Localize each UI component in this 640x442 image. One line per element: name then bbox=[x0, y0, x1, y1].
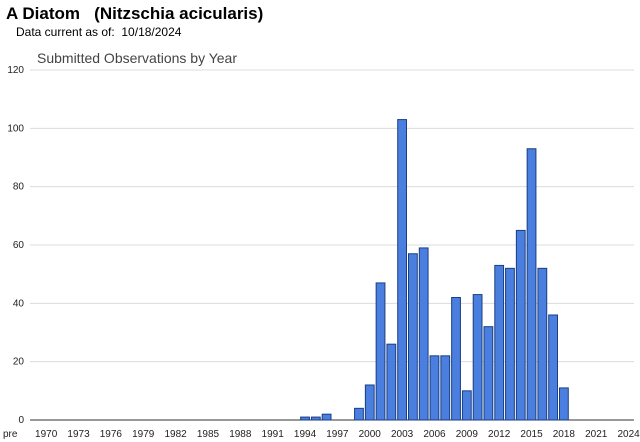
bar-2009 bbox=[461, 390, 472, 421]
chart-title: Submitted Observations by Year bbox=[37, 50, 237, 66]
y-tick-label: 60 bbox=[13, 240, 25, 251]
x-tick-label: 1997 bbox=[326, 429, 349, 440]
bar-2008 bbox=[451, 297, 461, 421]
x-tick-label: pre bbox=[3, 429, 18, 440]
y-tick-label: 100 bbox=[7, 123, 24, 134]
bar-2011 bbox=[483, 326, 494, 421]
x-tick-label: 2003 bbox=[391, 429, 414, 440]
bar-2014 bbox=[515, 229, 526, 421]
x-tick-label: 2024 bbox=[617, 429, 640, 440]
x-tick-label: 2012 bbox=[488, 429, 511, 440]
y-tick-label: 0 bbox=[18, 415, 24, 426]
bar-2018 bbox=[559, 387, 569, 421]
x-tick-label: 2021 bbox=[585, 429, 608, 440]
bar-2003 bbox=[397, 119, 407, 421]
bar-1999 bbox=[354, 407, 364, 421]
x-tick-label: 2018 bbox=[553, 429, 576, 440]
y-tick-label: 20 bbox=[13, 357, 25, 368]
x-tick-label: 1985 bbox=[197, 429, 220, 440]
x-tick-label: 2000 bbox=[359, 429, 382, 440]
x-tick-label: 1982 bbox=[164, 429, 187, 440]
bar-2006 bbox=[429, 355, 440, 421]
x-tick-label: 1979 bbox=[132, 429, 155, 440]
bar-2012 bbox=[494, 264, 505, 421]
x-tick-label: 1970 bbox=[35, 429, 58, 440]
x-tick-label: 1994 bbox=[294, 429, 317, 440]
bar-1995 bbox=[310, 416, 321, 421]
y-tick-label: 80 bbox=[13, 182, 25, 193]
bar-2002 bbox=[386, 343, 397, 421]
bar-2016 bbox=[537, 267, 548, 421]
data-current-date: Data current as of: 10/18/2024 bbox=[16, 25, 182, 39]
bar-2000 bbox=[364, 384, 375, 421]
x-tick-label: 1973 bbox=[67, 429, 90, 440]
x-tick-label: 1991 bbox=[262, 429, 285, 440]
bar-2015 bbox=[526, 148, 537, 421]
bar-2007 bbox=[440, 355, 451, 421]
x-tick-label: 2015 bbox=[520, 429, 543, 440]
bar-1996 bbox=[321, 413, 332, 421]
bar-2004 bbox=[408, 253, 418, 421]
bar-2013 bbox=[505, 267, 515, 421]
x-tick-label: 2006 bbox=[423, 429, 446, 440]
x-tick-label: 2009 bbox=[456, 429, 479, 440]
bar-2001 bbox=[375, 282, 386, 421]
y-tick-label: 40 bbox=[13, 298, 25, 309]
bar-1994 bbox=[300, 416, 310, 421]
bar-2010 bbox=[472, 294, 483, 421]
x-tick-label: 1988 bbox=[229, 429, 252, 440]
x-tick-label: 1976 bbox=[100, 429, 123, 440]
page-title: A Diatom (Nitzschia acicularis) bbox=[6, 4, 264, 23]
y-tick-label: 120 bbox=[7, 65, 24, 76]
bar-2017 bbox=[548, 314, 559, 421]
bar-2005 bbox=[418, 247, 429, 421]
